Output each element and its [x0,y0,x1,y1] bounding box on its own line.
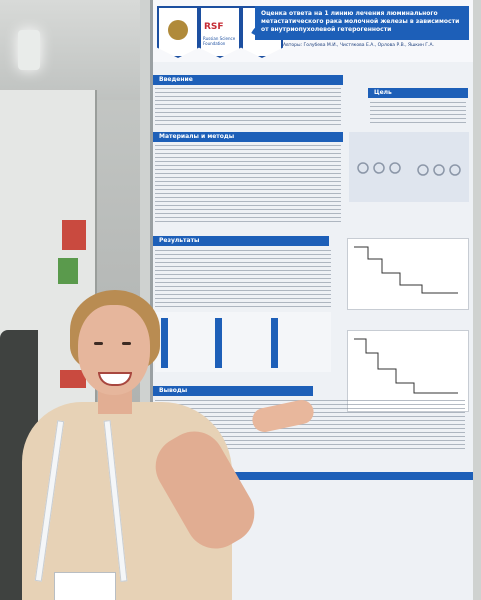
survival-curve-2 [347,330,469,412]
ceiling-lamp [18,30,40,70]
scientific-poster: RSF Russian Science Foundation Оценка от… [150,0,473,600]
poster-header: RSF Russian Science Foundation Оценка от… [153,0,473,62]
poster-title: Оценка ответа на 1 линию лечения люминал… [255,6,469,40]
section-goal: Цель [368,88,468,98]
bar-charts [155,312,331,372]
patient-figure-box [349,132,469,202]
section-methods: Материалы и методы [153,132,343,142]
eagle-icon [168,20,188,40]
intro-text [155,88,341,128]
poster-footer [153,472,473,480]
poster-authors: Авторы: Голубева М.И., Чистякова Е.А., О… [283,43,434,48]
survival-curve-1 [347,238,469,310]
rsf-logo-subtitle: Russian Science Foundation [203,36,236,46]
results-text [155,250,331,310]
right-eye [122,342,131,345]
curve-2-plot [354,338,458,394]
emblem-logo [157,6,199,58]
section-results: Результаты [153,236,329,246]
section-intro: Введение [153,75,343,85]
rsf-logo-title: RSF [204,22,224,32]
section-conclusions: Выводы [153,386,313,396]
curve-1-plot [354,246,458,294]
name-badge [54,572,116,600]
methods-text [155,145,341,225]
patient-icons [357,162,461,176]
goal-text [370,102,466,124]
left-eye [94,342,103,345]
rsf-logo: RSF Russian Science Foundation [199,6,241,58]
